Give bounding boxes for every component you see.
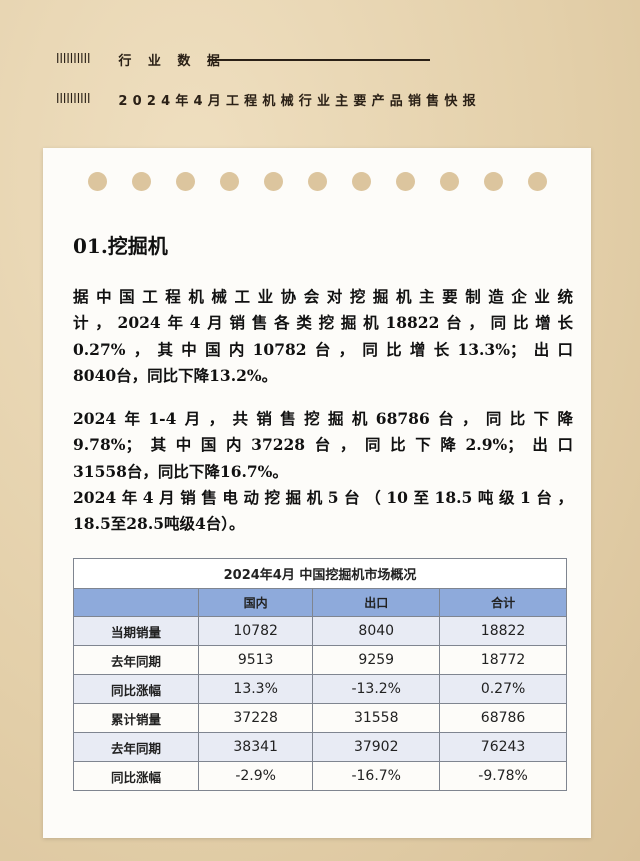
table-row: 累计销量 37228 31558 68786 xyxy=(73,703,567,733)
table-cell: 76243 xyxy=(439,732,567,762)
row-label: 去年同期 xyxy=(73,645,199,675)
binder-hole xyxy=(396,172,415,191)
table-header-row: 国内 出口 合计 xyxy=(73,588,567,617)
table-cell: 9259 xyxy=(312,645,441,675)
market-table: 2024年4月 中国挖掘机市场概况 国内 出口 合计 当期销量 10782 8040… xyxy=(73,558,567,791)
table-row: 去年同期 9513 9259 18772 xyxy=(73,645,567,675)
binder-hole xyxy=(176,172,195,191)
header-divider xyxy=(208,59,430,61)
row-label: 去年同期 xyxy=(73,732,199,762)
column-header xyxy=(73,588,199,617)
table-cell: 68786 xyxy=(439,703,567,733)
binder-hole xyxy=(352,172,371,191)
table-row: 同比涨幅 -2.9% -16.7% -9.78% xyxy=(73,761,567,791)
table-caption: 2024年4月 中国挖掘机市场概况 xyxy=(73,558,567,589)
bars-decoration: IIIIIIIIII xyxy=(56,92,91,107)
column-header: 出口 xyxy=(312,588,441,617)
table-cell: 18822 xyxy=(439,616,567,646)
paragraph-line: 31558台，同比下降16.7%。 xyxy=(73,461,288,481)
paragraph-line: 0.27%，其中国内10782台，同比增长13.3%；出口 xyxy=(73,339,573,359)
table-cell: -16.7% xyxy=(312,761,441,791)
paragraph-line: 8040台，同比下降13.2%。 xyxy=(73,365,278,385)
table-cell: 31558 xyxy=(312,703,441,733)
table-row: 当期销量 10782 8040 18822 xyxy=(73,616,567,646)
table-cell: 18772 xyxy=(439,645,567,675)
row-label: 累计销量 xyxy=(73,703,199,733)
page-subtitle: 2024年4月工程机械行业主要产品销售快报 xyxy=(118,94,481,109)
paragraph-line: 18.5至28.5吨级4台）。 xyxy=(73,514,245,534)
table-cell: 0.27% xyxy=(439,674,567,704)
table-cell: 8040 xyxy=(312,616,441,646)
paragraph-line: 据中国工程机械工业协会对挖掘机主要制造企业统 xyxy=(73,287,573,306)
article-title: 01.挖掘机 xyxy=(73,234,168,258)
table-cell: -13.2% xyxy=(312,674,441,704)
note-card: 01.挖掘机 据中国工程机械工业协会对挖掘机主要制造企业统 计，2024年4月销售… xyxy=(43,148,591,838)
binder-hole xyxy=(484,172,503,191)
table-cell: 10782 xyxy=(197,616,314,646)
binder-hole xyxy=(88,172,107,191)
table-cell: 13.3% xyxy=(197,674,314,704)
subtitle-row: IIIIIIIIII 2024年4月工程机械行业主要产品销售快报 xyxy=(56,90,481,109)
table-cell: 9513 xyxy=(197,645,314,675)
binder-hole xyxy=(528,172,547,191)
paragraph-line: 9.78%；其中国内37228台，同比下降2.9%；出口 xyxy=(73,435,573,455)
section-label: 行 业 数 据 xyxy=(118,54,226,69)
bars-decoration: IIIIIIIIII xyxy=(56,52,91,67)
table-cell: -9.78% xyxy=(439,761,567,791)
table-cell: 37228 xyxy=(197,703,314,733)
row-label: 同比涨幅 xyxy=(73,674,199,704)
table-cell: 37902 xyxy=(312,732,441,762)
binder-hole xyxy=(440,172,459,191)
paragraph-line: 2024年4月销售电动挖掘机5台（10至18.5吨级1台， xyxy=(73,487,573,507)
table-cell: -2.9% xyxy=(197,761,314,791)
table-row: 去年同期 38341 37902 76243 xyxy=(73,732,567,762)
section-header: IIIIIIIIII 行 业 数 据 xyxy=(56,50,226,69)
binder-hole xyxy=(264,172,283,191)
table-cell: 38341 xyxy=(197,732,314,762)
binder-hole xyxy=(132,172,151,191)
paragraph-2: 2024年1-4月，共销售挖掘机68786台，同比下降 9.78%；其中国内372… xyxy=(73,406,573,537)
paragraph-1: 据中国工程机械工业协会对挖掘机主要制造企业统 计，2024年4月销售各类挖掘机18… xyxy=(73,284,573,389)
paragraph-line: 2024年1-4月，共销售挖掘机68786台，同比下降 xyxy=(73,409,573,428)
paragraph-line: 计，2024年4月销售各类挖掘机18822台，同比增长 xyxy=(73,313,573,333)
binder-holes xyxy=(88,172,547,191)
table-row: 同比涨幅 13.3% -13.2% 0.27% xyxy=(73,674,567,704)
row-label: 当期销量 xyxy=(73,616,199,646)
column-header: 合计 xyxy=(439,588,567,617)
row-label: 同比涨幅 xyxy=(73,761,199,791)
binder-hole xyxy=(308,172,327,191)
binder-hole xyxy=(220,172,239,191)
column-header: 国内 xyxy=(197,588,314,617)
